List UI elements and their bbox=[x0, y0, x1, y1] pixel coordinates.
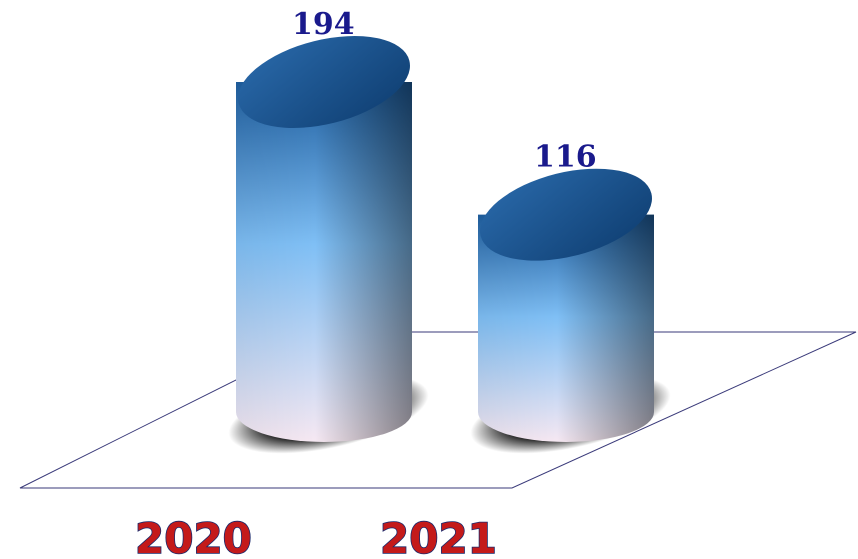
category-label: 2020 bbox=[135, 514, 252, 559]
labels-layer: 194 2020 116 2021 bbox=[134, 7, 597, 559]
category-label: 2021 bbox=[380, 514, 497, 559]
value-label: 194 bbox=[292, 7, 355, 42]
chart-floor bbox=[19, 331, 857, 489]
bar-shading bbox=[236, 82, 412, 442]
value-label: 116 bbox=[534, 140, 597, 175]
bar-shading bbox=[478, 214, 654, 442]
bars-layer bbox=[228, 36, 671, 454]
bar-top bbox=[238, 36, 410, 128]
bar-top bbox=[480, 168, 652, 261]
